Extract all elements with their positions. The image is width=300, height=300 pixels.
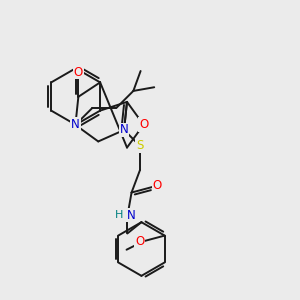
Text: N: N xyxy=(120,124,128,136)
Text: O: O xyxy=(74,65,83,79)
Text: S: S xyxy=(136,140,144,152)
Text: O: O xyxy=(135,235,145,248)
Text: O: O xyxy=(139,118,148,131)
Text: N: N xyxy=(71,118,80,131)
Text: H: H xyxy=(115,210,123,220)
Text: N: N xyxy=(127,208,135,222)
Text: O: O xyxy=(153,179,162,192)
